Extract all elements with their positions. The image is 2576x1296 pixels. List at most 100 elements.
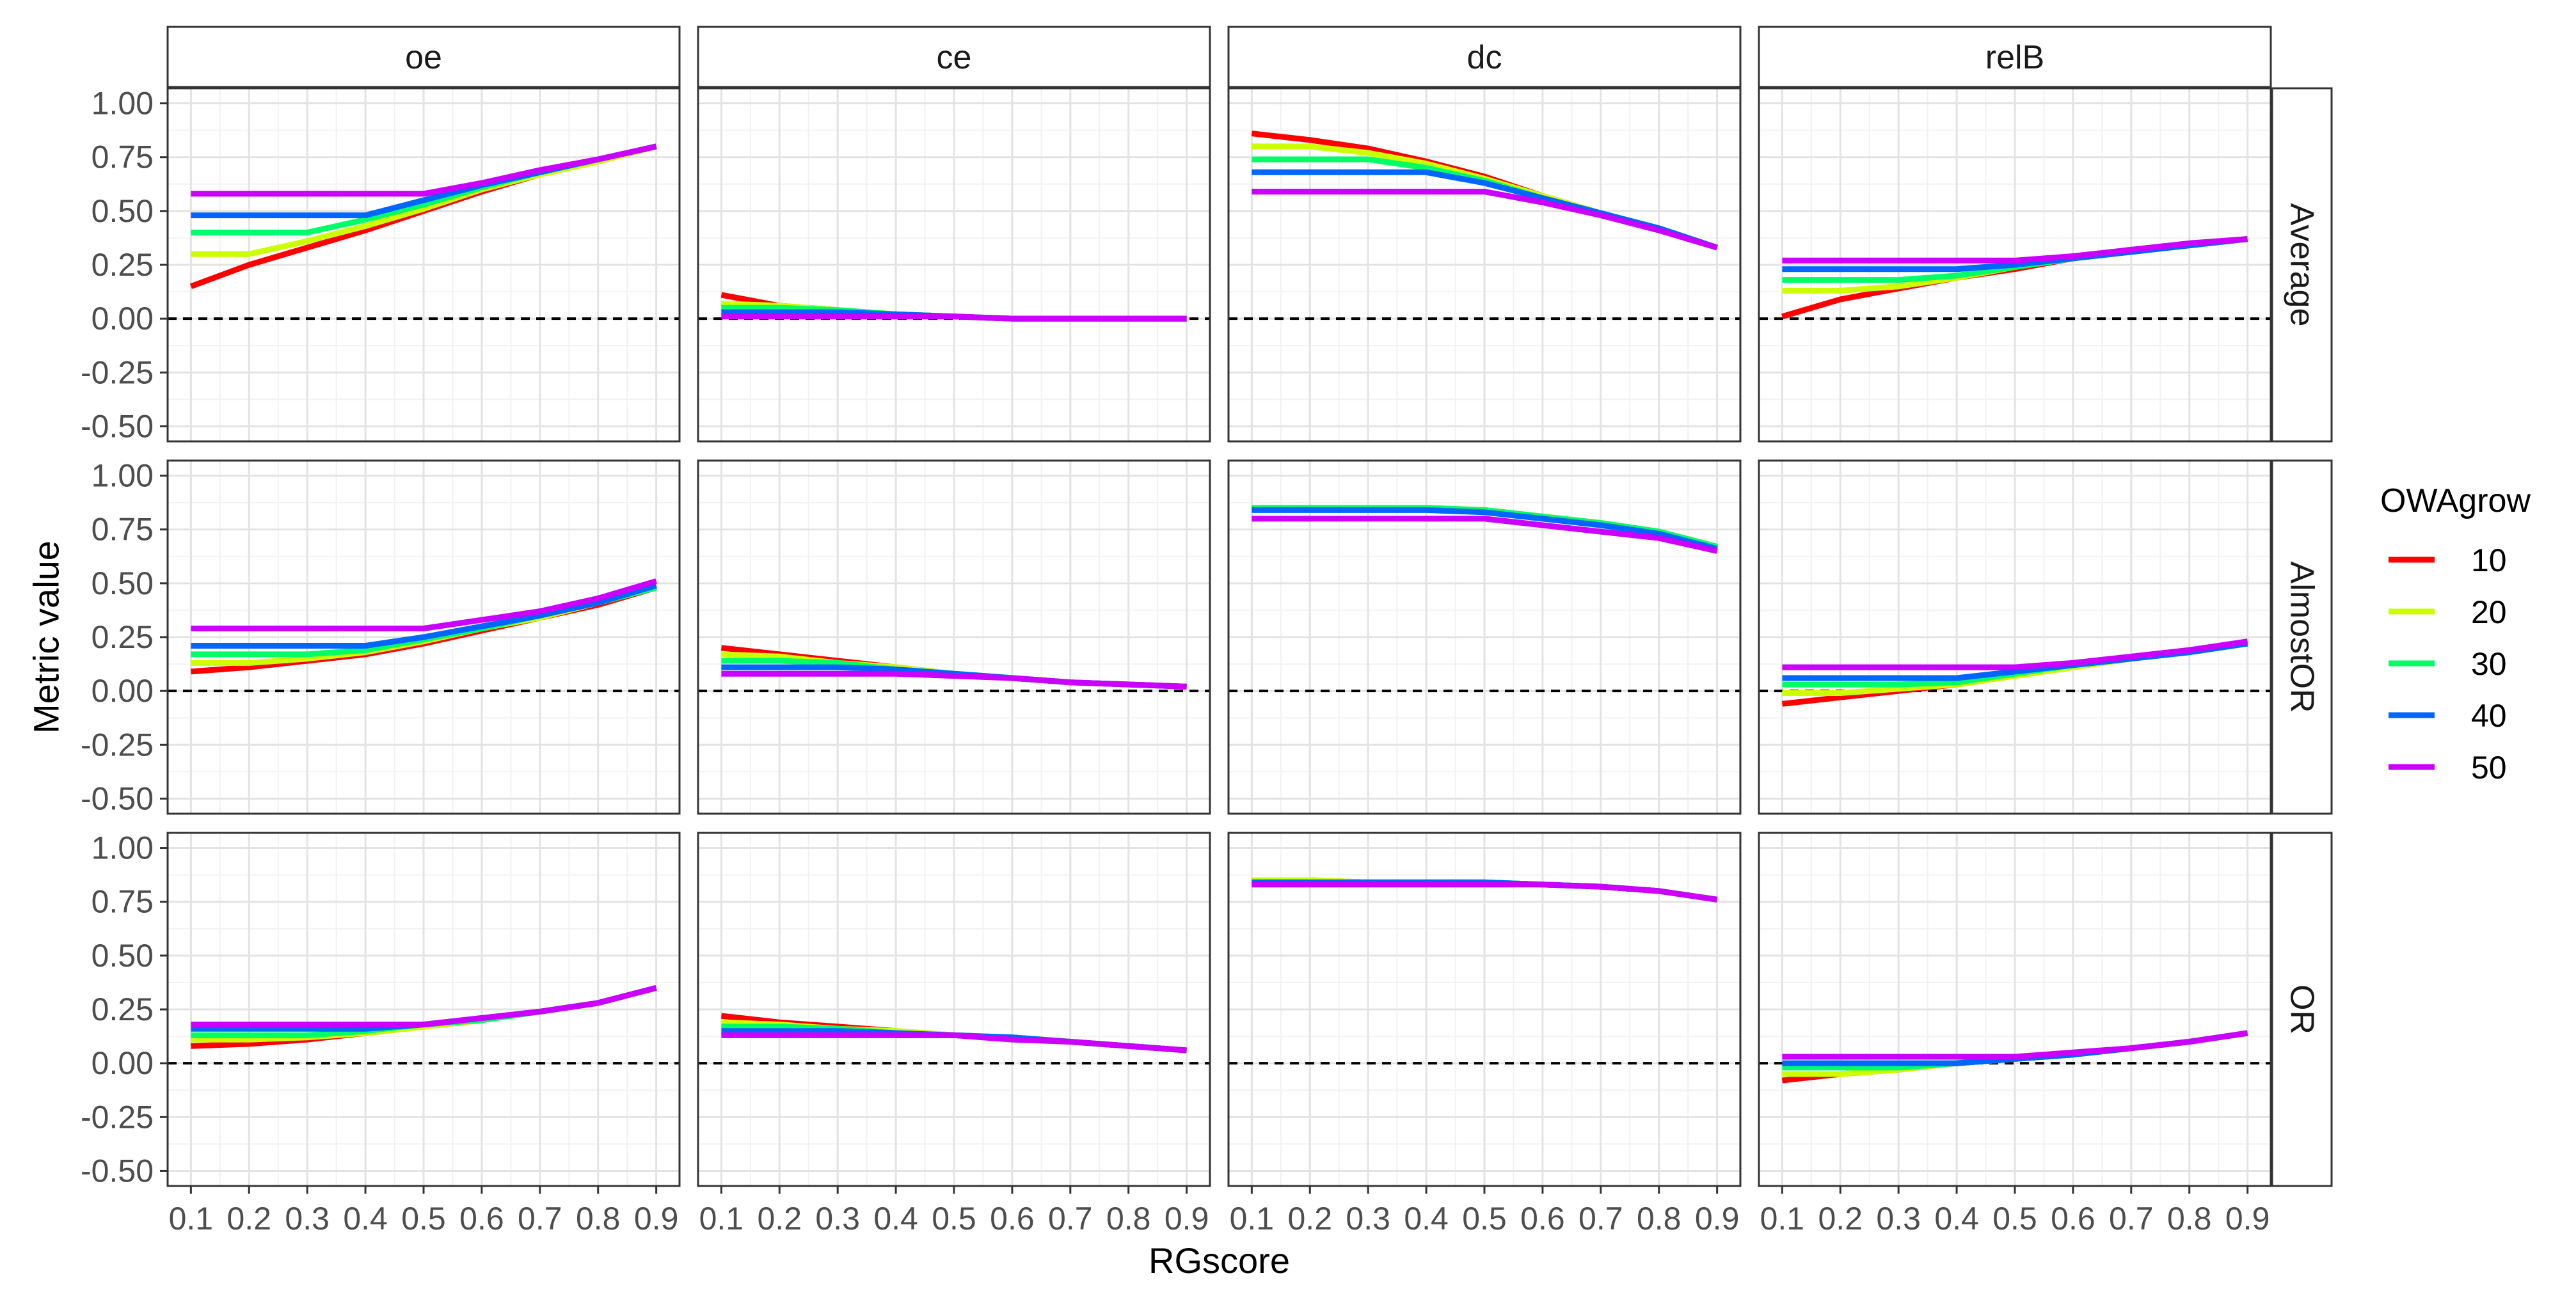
series-line-50: [1782, 638, 2248, 670]
x-tick-label: 0.5: [932, 1201, 976, 1237]
row-strip-label: OR: [2284, 984, 2321, 1034]
x-tick-label: 0.7: [1578, 1201, 1623, 1237]
panel-OR-ce: [697, 832, 1211, 1187]
y-tick-label: 0.50: [91, 938, 154, 974]
x-tick-label: 0.8: [1637, 1201, 1682, 1237]
x-tick-label: 0.4: [873, 1201, 918, 1237]
y-tick-label: -0.50: [81, 780, 154, 816]
col-strip-label: dc: [1467, 39, 1502, 76]
panel-AlmostOR-relB: [1758, 459, 2272, 815]
panel-Average-relB: [1758, 87, 2272, 443]
panel-Average-ce: [697, 87, 1211, 443]
x-tick-label: 0.1: [169, 1201, 214, 1237]
y-tick-label: 0.00: [91, 673, 154, 709]
x-tick-label: 0.6: [1520, 1201, 1565, 1237]
col-strip-box: [1758, 26, 2272, 88]
y-tick-label: 0.50: [91, 193, 154, 229]
panel-border: [1758, 87, 2272, 443]
y-tick-label: 1.00: [91, 86, 154, 122]
x-tick-label: 0.4: [343, 1201, 388, 1237]
x-tick-label: 0.2: [1818, 1201, 1863, 1237]
y-tick-label: -0.25: [81, 727, 154, 763]
legend-label-50: 50: [2471, 750, 2507, 786]
row-strip-box: [2271, 459, 2333, 815]
col-strip-label: ce: [937, 39, 972, 76]
y-tick-label: 0.25: [91, 247, 154, 283]
x-tick-label: 0.9: [1695, 1201, 1740, 1237]
col-strip-label: oe: [405, 39, 442, 76]
series-line-50: [1782, 1030, 2248, 1060]
series-line-50: [1782, 236, 2248, 264]
y-tick-label: 0.00: [91, 301, 154, 336]
series-line-40: [1252, 507, 1718, 552]
x-tick-label: 0.2: [1288, 1201, 1333, 1237]
x-tick-label: 0.9: [2225, 1201, 2270, 1237]
y-axis-title: Metric value: [26, 541, 67, 734]
panel-AlmostOR-oe: [166, 459, 681, 815]
x-tick-label: 0.2: [758, 1201, 802, 1237]
x-tick-label: 0.3: [285, 1201, 330, 1237]
x-tick-label: 0.4: [1934, 1201, 1979, 1237]
series-line-50: [1252, 516, 1718, 554]
y-tick-label: -0.50: [81, 408, 154, 444]
x-tick-label: 0.9: [634, 1201, 679, 1237]
x-tick-label: 0.3: [1346, 1201, 1390, 1237]
x-tick-label: 0.5: [1462, 1201, 1507, 1237]
x-tick-label: 0.1: [1230, 1201, 1275, 1237]
series-line-50: [191, 143, 657, 197]
x-tick-label: 0.3: [1876, 1201, 1921, 1237]
y-tick-label: 0.75: [91, 884, 154, 920]
x-tick-label: 0.5: [1992, 1201, 2037, 1237]
series-line-50: [1252, 189, 1718, 251]
y-tick-label: 0.50: [91, 565, 154, 601]
x-tick-label: 0.7: [1048, 1201, 1093, 1237]
x-tick-label: 0.1: [1760, 1201, 1805, 1237]
series-line-40: [191, 582, 657, 649]
row-strip-box: [2271, 87, 2333, 443]
series-line-50: [721, 313, 1187, 322]
y-tick-label: 0.25: [91, 992, 154, 1027]
panel-Average-dc: [1227, 87, 1742, 443]
col-strip-box: [697, 26, 1211, 88]
series-line-50: [721, 670, 1187, 690]
panel-OR-relB: [1758, 832, 2272, 1187]
legend: OWAgrow 10 20 30 40 50: [2380, 482, 2531, 786]
x-tick-label: 0.8: [1106, 1201, 1151, 1237]
panel-OR-oe: [166, 832, 681, 1187]
col-strip-label: relB: [1985, 39, 2044, 76]
x-tick-label: 0.3: [815, 1201, 860, 1237]
legend-label-30: 30: [2471, 646, 2507, 682]
x-tick-label: 0.9: [1165, 1201, 1209, 1237]
x-tick-label: 0.1: [699, 1201, 744, 1237]
y-tick-label: 1.00: [91, 458, 154, 494]
col-strip-box: [166, 26, 681, 88]
panel-border: [1227, 459, 1742, 815]
x-tick-label: 0.8: [576, 1201, 621, 1237]
row-strip-label: Average: [2284, 203, 2321, 327]
series-line-50: [191, 984, 657, 1028]
legend-label-10: 10: [2471, 542, 2507, 578]
x-tick-label: 0.4: [1404, 1201, 1449, 1237]
y-tick-label: 0.75: [91, 139, 154, 175]
row-strip-box: [2271, 832, 2333, 1187]
x-tick-label: 0.6: [2051, 1201, 2095, 1237]
y-tick-label: 0.25: [91, 619, 154, 655]
y-tick-label: -0.25: [81, 1099, 154, 1135]
legend-title: OWAgrow: [2380, 482, 2531, 519]
series-line-50: [1252, 881, 1718, 903]
panel-AlmostOR-dc: [1227, 459, 1742, 815]
panel-Average-oe: [166, 87, 681, 443]
x-tick-label: 0.7: [2109, 1201, 2154, 1237]
panel-border: [1227, 87, 1742, 443]
panel-AlmostOR-ce: [697, 459, 1211, 815]
col-strip-box: [1227, 26, 1742, 88]
x-tick-label: 0.8: [2167, 1201, 2212, 1237]
y-tick-label: -0.25: [81, 354, 154, 390]
legend-label-40: 40: [2471, 698, 2507, 734]
legend-label-20: 20: [2471, 594, 2507, 630]
row-strip-label: AlmostOR: [2284, 562, 2321, 713]
x-tick-label: 0.5: [401, 1201, 446, 1237]
x-axis-title: RGscore: [1149, 1240, 1290, 1281]
